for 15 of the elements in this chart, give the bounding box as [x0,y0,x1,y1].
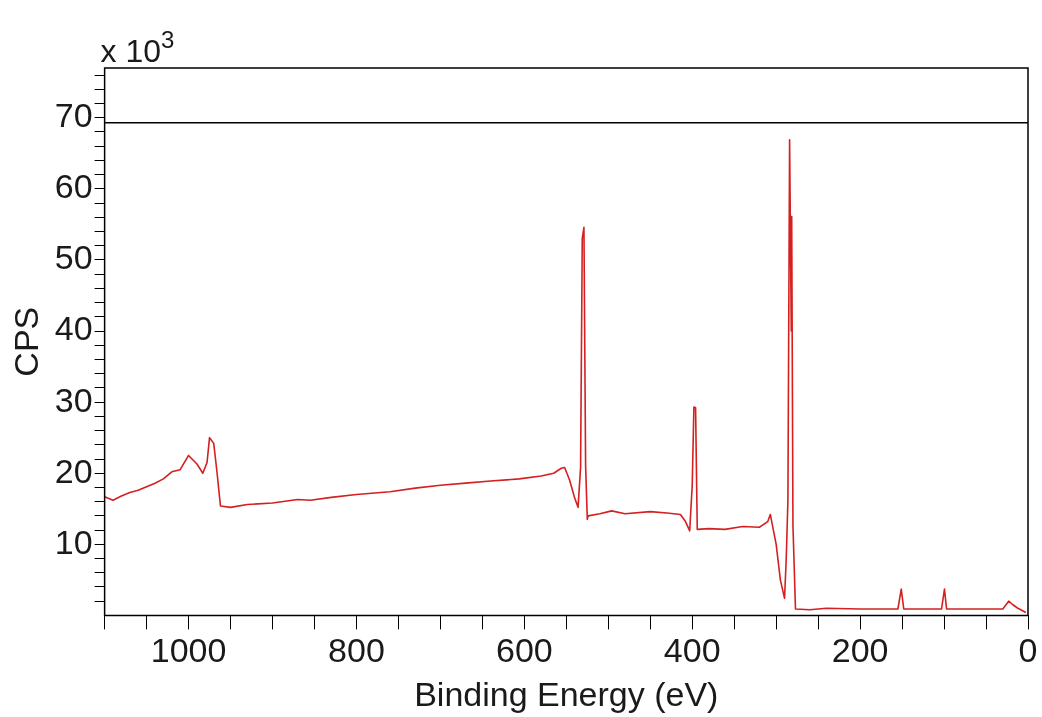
y-tick-label: 10 [54,522,93,561]
y-tick-label: 40 [54,309,93,348]
x-tick-label: 200 [831,631,889,670]
y-tick-label: 20 [54,451,93,490]
x-tick-label: 800 [328,631,385,670]
y-tick-label: 60 [54,167,93,206]
x-tick-label: 400 [663,631,721,670]
x-tick-label: 1000 [150,631,227,670]
y-tick-label: 30 [54,380,93,419]
x-tick-label: 600 [495,631,553,670]
x-axis-title: Binding Energy (eV) [414,674,719,713]
y-tick-label: 50 [54,238,93,277]
y-tick-label: 70 [54,96,93,135]
x-tick-label: 0 [1018,631,1038,670]
y-axis-title: CPS [6,306,45,377]
